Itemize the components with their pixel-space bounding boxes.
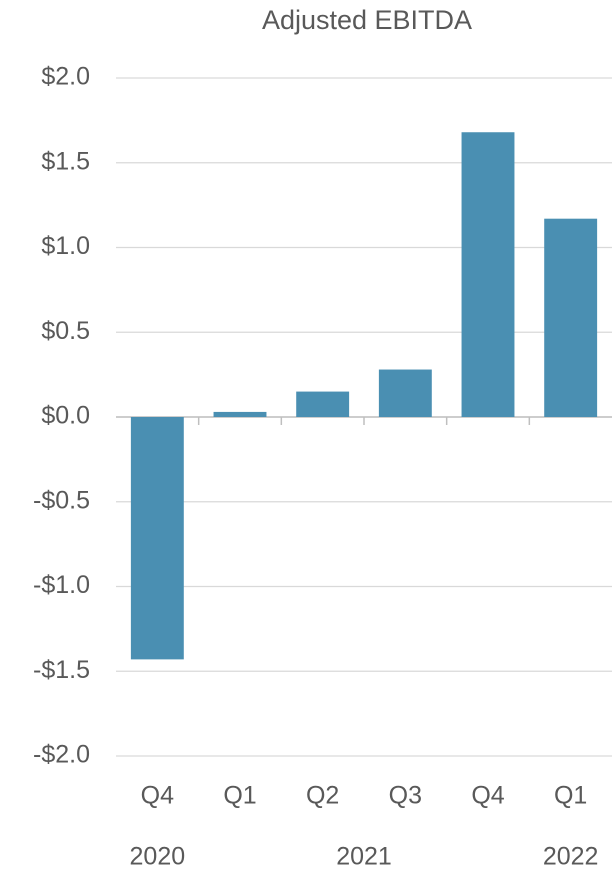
x-tick-label: Q1 [223,782,256,810]
chart-title: Adjusted EBITDA [262,5,472,35]
group-label: 2021 [336,843,392,871]
y-tick-label: $0.0 [41,402,90,430]
group-label: 2020 [130,843,186,871]
bar [461,132,515,418]
y-tick-label: -$0.5 [33,486,90,514]
x-tick-label: Q4 [141,782,174,810]
y-tick-label: -$1.5 [33,656,90,684]
x-tick-label: Q2 [306,782,339,810]
x-tick-label: Q3 [389,782,422,810]
bar [378,369,432,417]
y-tick-label: -$1.0 [33,571,90,599]
bar [296,391,350,417]
bar [544,218,598,417]
x-tick-label: Q4 [471,782,504,810]
bar [213,411,267,417]
y-tick-label: -$2.0 [33,741,90,769]
bar [130,417,184,660]
y-tick-label: $0.5 [41,317,90,345]
y-tick-label: $1.0 [41,232,90,260]
x-tick-label: Q1 [554,782,587,810]
y-tick-label: $2.0 [41,63,90,91]
group-label: 2022 [543,843,599,871]
y-tick-label: $1.5 [41,147,90,175]
